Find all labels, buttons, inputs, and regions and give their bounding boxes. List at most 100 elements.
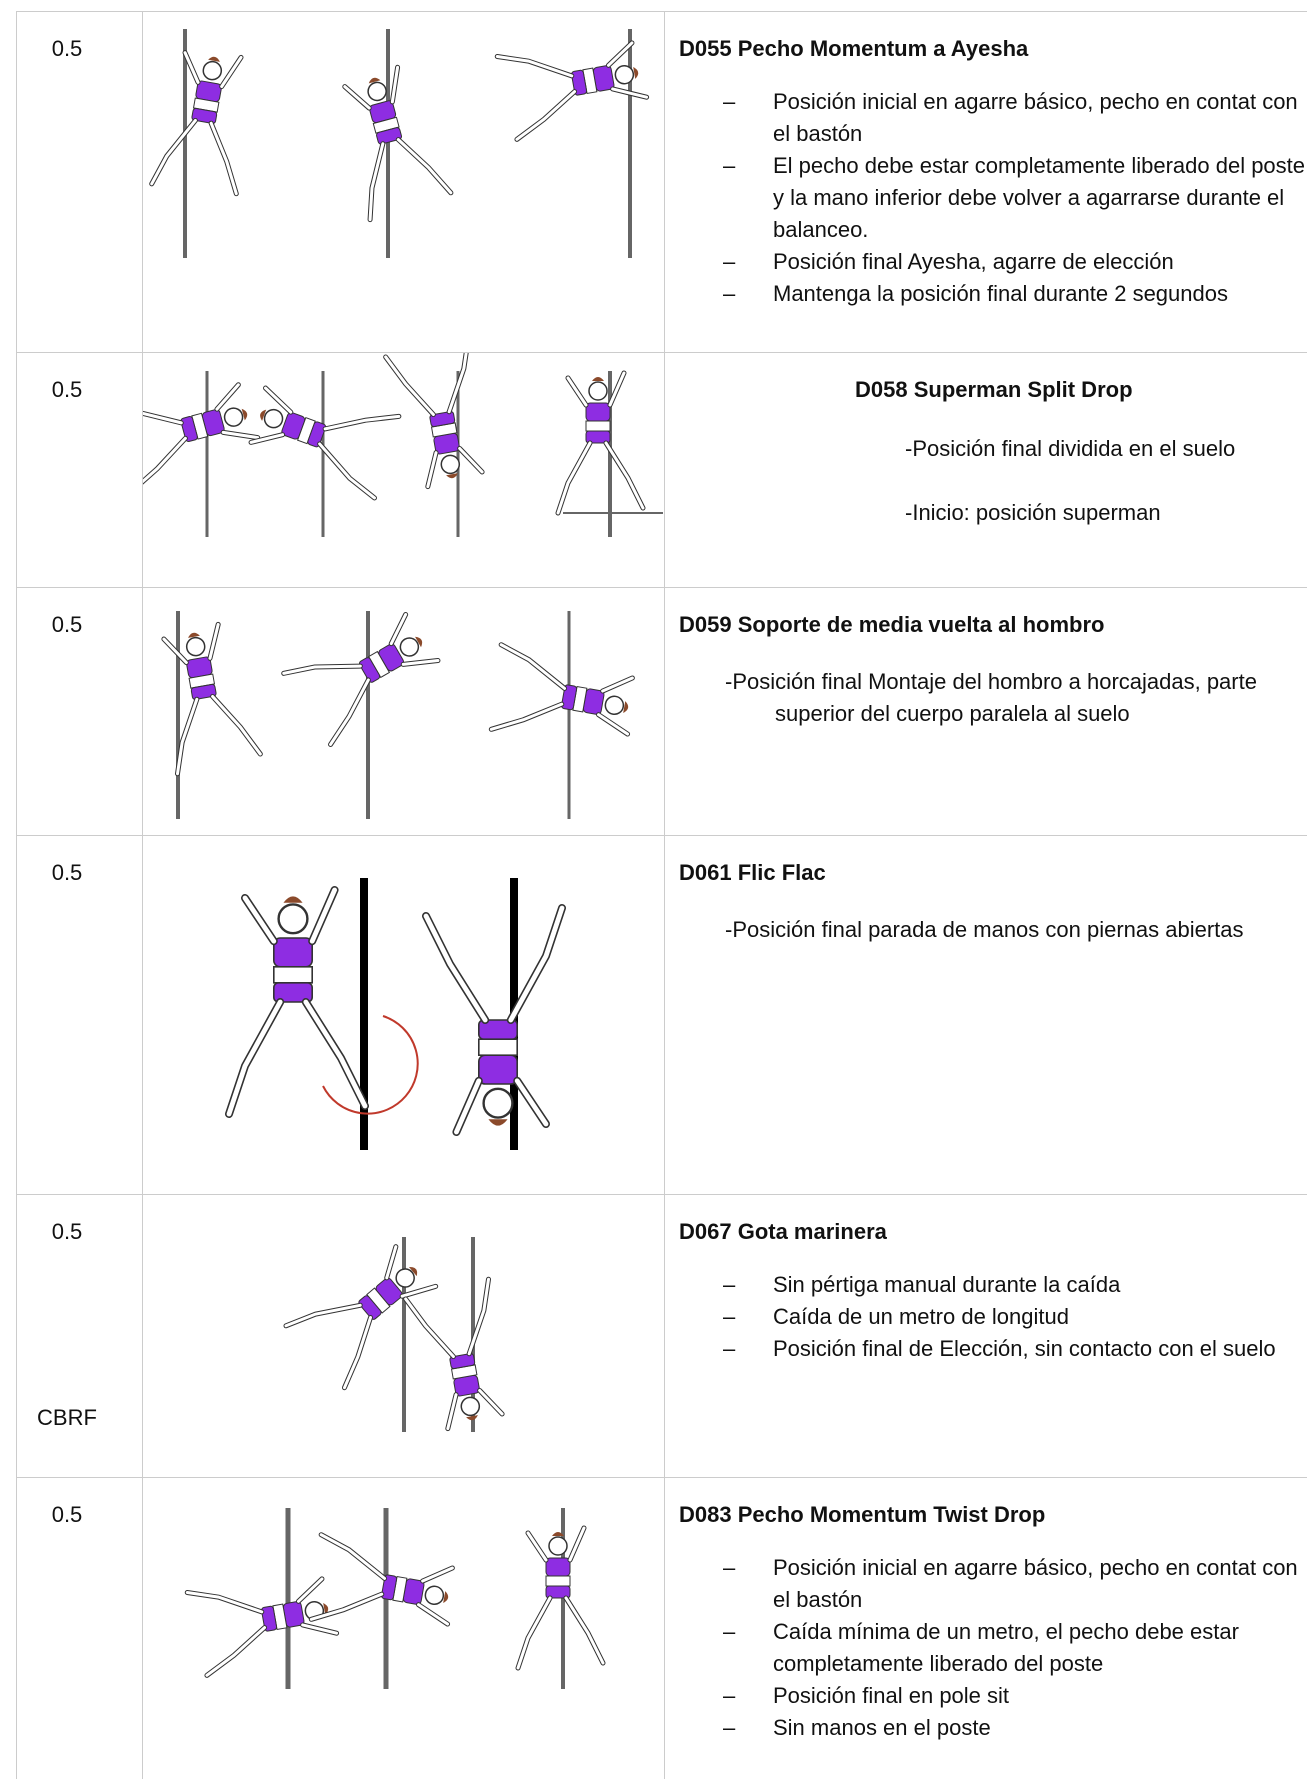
illustration-part [184, 1576, 340, 1678]
illustration-part [329, 678, 370, 746]
bullet: Sin manos en el poste [723, 1712, 1307, 1744]
description-line: -Posición final parada de manos con pier… [725, 917, 1244, 942]
illustration-part [399, 637, 420, 657]
note: CBRF [37, 1405, 97, 1430]
illustration-part [143, 407, 184, 426]
illustration-part [489, 702, 564, 731]
illustration-part [308, 1532, 455, 1627]
description-cell: D058 Superman Split Drop -Posición final … [665, 353, 1307, 587]
illustration-part [208, 56, 220, 62]
description-cell: D067 Gota marinera Sin pértiga manual dur… [665, 1195, 1307, 1477]
illustration-part [390, 65, 400, 104]
illustration-part [322, 1015, 419, 1115]
illustration-part [585, 420, 611, 432]
table-row: 0.5 D059 Soporte de media vuelta al hombr… [17, 588, 1307, 836]
illustration-part [209, 121, 238, 196]
illustration-part [429, 411, 456, 428]
image-cell [143, 1478, 665, 1779]
illustration-part [460, 1396, 481, 1417]
illustration-part [307, 421, 327, 448]
illustration-part [283, 1302, 363, 1329]
illustration-part [446, 1393, 458, 1431]
illustration-part [515, 1525, 606, 1671]
illustration-part [342, 64, 454, 223]
illustration-part [342, 1316, 372, 1390]
move-title: D061 Flic Flac [679, 860, 826, 885]
description-cell: D055 Pecho Momentum a Ayesha Posición ini… [665, 12, 1307, 352]
bullet: El pecho debe estar completamente libera… [723, 150, 1307, 246]
illustration-part [585, 402, 611, 422]
illustration-part [516, 1596, 552, 1670]
illustration-part [633, 67, 639, 79]
score: 0.5 [51, 36, 83, 61]
illustration [149, 29, 650, 258]
illustration-part [224, 885, 370, 1119]
illustration-part [478, 1388, 504, 1416]
illustration-part [403, 1296, 456, 1360]
illustration-part [211, 694, 262, 756]
illustration-part [604, 695, 625, 716]
illustration-part [424, 1585, 445, 1606]
illustration [143, 353, 663, 537]
illustration-part [606, 41, 634, 67]
illustration-part [623, 701, 629, 713]
illustration-part [443, 1591, 449, 1603]
illustration-part [284, 1303, 362, 1328]
illustration-part [143, 408, 183, 425]
illustration [283, 1237, 505, 1432]
illustration-part [466, 1415, 478, 1421]
illustration-part [498, 642, 568, 691]
illustration-part [191, 107, 218, 124]
illustration-part [175, 697, 199, 776]
illustration-part [241, 408, 248, 421]
illustration-part [264, 386, 293, 414]
illustration-part [261, 1605, 278, 1632]
illustration-part [328, 677, 371, 747]
illustration-part [162, 637, 188, 665]
illustration-part [272, 965, 314, 984]
bullet: Posición final de Elección, sin contacto… [723, 1333, 1307, 1365]
illustration-part [494, 53, 575, 79]
illustration-part [281, 612, 441, 747]
illustration-part [568, 1526, 586, 1562]
illustration-part [272, 981, 314, 1003]
table-row: 0.5 D055 Pecho Momentum a Ayesha Posición … [17, 12, 1307, 353]
description-line: -Posición final dividida en el suelo [905, 436, 1236, 461]
illustration-part [426, 451, 438, 489]
description-cell: D059 Soporte de media vuelta al hombro -P… [665, 588, 1307, 835]
illustration-part [143, 436, 187, 493]
table: 0.5 D055 Pecho Momentum a Ayesha Posición … [16, 11, 1307, 1779]
illustration-part [277, 903, 309, 935]
illustration-part [210, 693, 263, 757]
description-cell: D083 Pecho Momentum Twist Drop Posición i… [665, 1478, 1307, 1779]
bullet: Posición inicial en agarre básico, pecho… [723, 1552, 1307, 1616]
illustration-part [601, 676, 634, 693]
bullet: Posición final en pole sit [723, 1680, 1307, 1712]
move-title: D059 Soporte de media vuelta al hombro [679, 612, 1105, 637]
illustration [184, 1508, 606, 1689]
illustration-part [283, 896, 303, 903]
illustration-part [180, 416, 198, 443]
illustration-part [149, 50, 244, 197]
illustration-part [220, 55, 243, 89]
illustration-part [282, 664, 362, 675]
illustration-part [367, 81, 387, 102]
illustration-part [376, 127, 403, 145]
move-title: D058 Superman Split Drop [855, 377, 1133, 402]
illustration-part [514, 89, 578, 142]
illustration-part [482, 1087, 514, 1119]
illustration-part [367, 141, 386, 223]
illustration-part [249, 433, 285, 444]
move-title: D067 Gota marinera [679, 1219, 887, 1244]
illustration-part [381, 1574, 398, 1601]
illustration-part [395, 1268, 415, 1288]
illustration-part [260, 409, 267, 421]
illustration-part [508, 905, 565, 1023]
table-row: 0.5 D083 Pecho Momentum Twist Drop Posició… [17, 1478, 1307, 1779]
bullet: Caída mínima de un metro, el pecho debe … [723, 1616, 1307, 1680]
illustration-part [401, 659, 440, 666]
illustration-part [400, 1284, 438, 1298]
illustration-part [318, 442, 376, 500]
illustration-part [449, 1353, 476, 1370]
